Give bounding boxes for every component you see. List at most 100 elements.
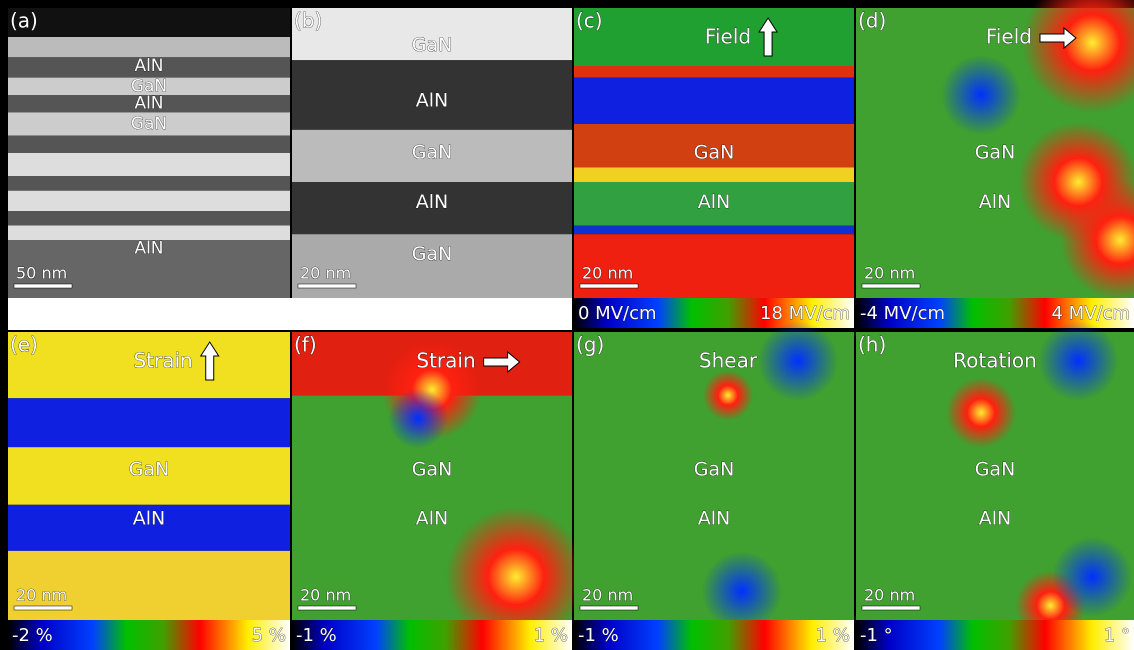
colorbar-max: 1 % [534, 625, 568, 646]
image-region [8, 112, 290, 136]
image-region [8, 8, 290, 37]
image-region [8, 447, 290, 505]
scale-bar [579, 283, 639, 289]
panel-title: Field [705, 25, 751, 49]
layer-label: GaN [131, 76, 167, 96]
image-region [8, 95, 290, 113]
image-region [292, 60, 572, 130]
image-region [946, 377, 1017, 448]
image-region [574, 167, 854, 182]
image-region [8, 176, 290, 191]
blank-area [8, 298, 572, 330]
arrow [483, 350, 521, 374]
layer-label: GaN [131, 114, 167, 134]
scale-bar-label: 20 nm [864, 264, 915, 283]
layer-label: AlN [134, 94, 163, 114]
panel-title: Strain [416, 349, 475, 373]
layer-label: AlN [979, 191, 1012, 213]
layer-label: AlN [133, 508, 166, 530]
image-region [292, 8, 572, 61]
image-region [8, 240, 290, 298]
layer-label: GaN [412, 459, 453, 481]
image-region [8, 225, 290, 240]
image-region [388, 388, 448, 449]
colorbar-min: -1 % [296, 625, 337, 646]
colorbar-max: 5 % [252, 625, 286, 646]
image-region [8, 504, 290, 551]
colorbar-max: 4 MV/cm [1051, 303, 1130, 324]
panel-title: Field [986, 25, 1032, 49]
colorbar-max: 1 % [816, 625, 850, 646]
image-region [1052, 536, 1133, 617]
colorbar-max: 18 MV/cm [760, 303, 850, 324]
layer-label: GaN [975, 459, 1016, 481]
colorbar-min: -1 % [578, 625, 619, 646]
scale-bar-label: 20 nm [582, 264, 633, 283]
image-region [8, 211, 290, 226]
image-region [446, 506, 586, 647]
image-region [292, 182, 572, 235]
panel-label: (g) [576, 333, 604, 357]
image-region [574, 8, 854, 66]
panel-title: Rotation [953, 349, 1037, 373]
image-region [8, 398, 290, 448]
image-region [1022, 0, 1134, 113]
image-region [8, 57, 290, 78]
layer-label: GaN [412, 142, 453, 164]
scale-bar [861, 283, 921, 289]
image-region [8, 77, 290, 95]
scale-bar-label: 20 nm [300, 264, 351, 283]
panel-label: (f) [294, 333, 317, 357]
scale-bar [579, 605, 639, 611]
layer-label: GaN [412, 34, 453, 56]
layer-label: GaN [129, 459, 170, 481]
colorbar-min: -2 % [12, 625, 53, 646]
colorbar [8, 620, 290, 650]
layer-label: AlN [416, 191, 449, 213]
layer-label: AlN [416, 508, 449, 530]
image-region [702, 551, 782, 632]
scale-bar [297, 605, 357, 611]
arrow [758, 17, 779, 57]
scale-bar-label: 20 nm [16, 586, 67, 605]
layer-label: AlN [416, 89, 449, 111]
image-region [1018, 122, 1134, 242]
image-region [8, 332, 290, 399]
image-region [574, 182, 854, 226]
layer-label: AlN [134, 239, 163, 259]
scale-bar [13, 283, 73, 289]
panel-label: (e) [10, 333, 38, 357]
image-region [574, 66, 854, 78]
colorbar [574, 620, 854, 650]
layer-label: GaN [412, 243, 453, 265]
image-region [758, 320, 838, 401]
panel-label: (h) [858, 333, 886, 357]
colorbar-min: -4 MV/cm [860, 303, 945, 324]
panel-label: (a) [10, 9, 38, 33]
colorbar-min: -1 ° [860, 625, 893, 646]
panel-title: Strain [133, 349, 192, 373]
layer-label: GaN [975, 142, 1016, 164]
colorbar [856, 620, 1134, 650]
colorbar [292, 620, 572, 650]
image-region [8, 37, 290, 58]
panel-label: (d) [858, 9, 886, 33]
panel-label: (c) [576, 9, 603, 33]
scale-bar-label: 20 nm [300, 586, 351, 605]
image-region [8, 135, 290, 153]
image-region [1038, 320, 1119, 401]
scale-bar [297, 283, 357, 289]
scale-bar-label: 20 nm [864, 586, 915, 605]
layer-label: GaN [694, 142, 735, 164]
scale-bar [13, 605, 73, 611]
panel-title: Shear [699, 349, 758, 373]
arrow [199, 341, 220, 381]
colorbar-max: 1 ° [1104, 625, 1130, 646]
arrow [1039, 26, 1077, 50]
image-region [8, 153, 290, 177]
layer-label: GaN [694, 459, 735, 481]
layer-label: AlN [134, 56, 163, 76]
panel-label: (b) [294, 9, 322, 33]
layer-label: AlN [979, 508, 1012, 530]
